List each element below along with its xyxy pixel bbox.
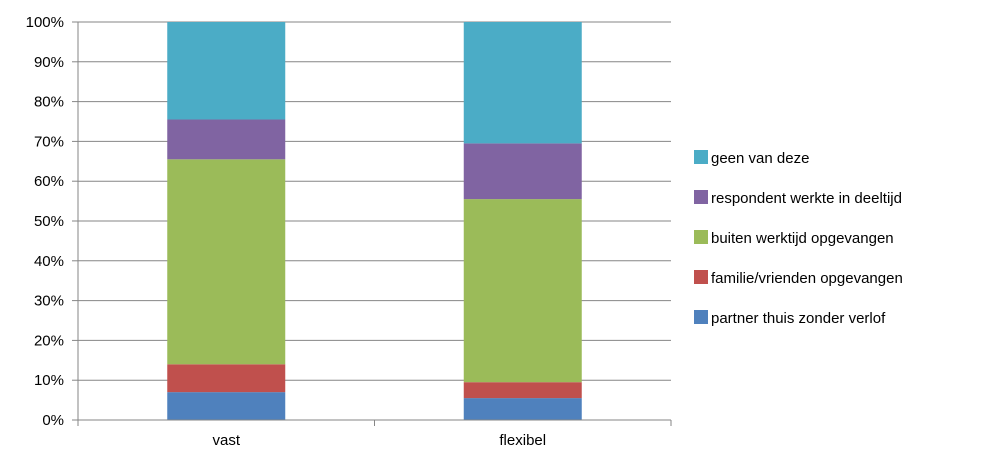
y-tick-label: 90% bbox=[34, 54, 64, 71]
legend-swatch bbox=[694, 230, 708, 244]
bar-segment bbox=[167, 392, 286, 420]
bar-segment bbox=[463, 199, 582, 383]
y-tick-label: 30% bbox=[34, 293, 64, 310]
y-tick-label: 20% bbox=[34, 332, 64, 349]
legend-label: familie/vrienden opgevangen bbox=[711, 270, 903, 287]
bar-segment bbox=[167, 119, 286, 160]
bar-segment bbox=[463, 22, 582, 144]
y-tick-label: 50% bbox=[34, 213, 64, 230]
legend-label: buiten werktijd opgevangen bbox=[711, 230, 894, 247]
legend-label: partner thuis zonder verlof bbox=[711, 310, 886, 327]
bar-segment bbox=[167, 364, 286, 393]
legend-label: geen van deze bbox=[711, 150, 809, 167]
gridlines bbox=[78, 21, 671, 381]
legend: geen van deze respondent werkte in deelti… bbox=[694, 150, 903, 327]
bar-segment bbox=[463, 398, 582, 420]
y-tick-label: 0% bbox=[42, 412, 64, 429]
y-tick-label: 60% bbox=[34, 173, 64, 190]
legend-swatch bbox=[694, 150, 708, 164]
bar-segment bbox=[463, 143, 582, 200]
y-tick-label: 70% bbox=[34, 133, 64, 150]
bar-segment bbox=[167, 159, 286, 365]
legend-swatch bbox=[694, 310, 708, 324]
legend-label: respondent werkte in deeltijd bbox=[711, 190, 902, 207]
legend-swatch bbox=[694, 190, 708, 204]
y-tick-label: 80% bbox=[34, 94, 64, 111]
axes: 0% 10% 20% 30% 40% 50% 60% 70% 80% 90% 100% vast fle… bbox=[26, 14, 672, 449]
y-tick-label: 100% bbox=[26, 14, 64, 31]
bar-segment bbox=[463, 382, 582, 399]
x-tick-label: flexibel bbox=[499, 432, 546, 449]
bars bbox=[167, 22, 582, 420]
y-tick-label: 40% bbox=[34, 253, 64, 270]
y-tick-label: 10% bbox=[34, 372, 64, 389]
x-tick-label: vast bbox=[212, 432, 240, 449]
bar-segment bbox=[167, 22, 286, 120]
legend-swatch bbox=[694, 270, 708, 284]
